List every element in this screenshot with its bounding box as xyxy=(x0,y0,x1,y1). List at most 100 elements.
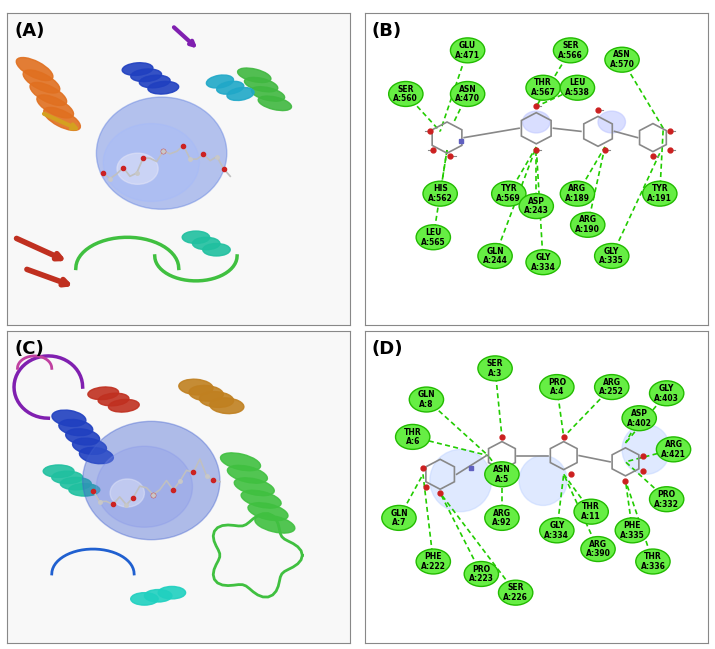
Text: GLU
A:471: GLU A:471 xyxy=(455,41,480,60)
Text: PRO
A:4: PRO A:4 xyxy=(548,378,566,397)
Ellipse shape xyxy=(131,593,158,605)
Ellipse shape xyxy=(83,421,220,540)
FancyArrowPatch shape xyxy=(174,27,194,45)
Ellipse shape xyxy=(656,437,691,462)
Ellipse shape xyxy=(72,438,107,454)
Ellipse shape xyxy=(192,238,220,250)
FancyArrowPatch shape xyxy=(44,114,76,129)
Ellipse shape xyxy=(59,419,93,435)
Ellipse shape xyxy=(158,587,186,599)
Ellipse shape xyxy=(382,506,416,530)
Text: SER
A:566: SER A:566 xyxy=(558,41,583,60)
Ellipse shape xyxy=(409,387,443,412)
Ellipse shape xyxy=(540,518,574,543)
Text: THR
A:336: THR A:336 xyxy=(641,552,666,571)
Ellipse shape xyxy=(220,453,260,471)
Ellipse shape xyxy=(540,374,574,400)
Ellipse shape xyxy=(88,387,119,400)
Text: LEU
A:565: LEU A:565 xyxy=(421,228,445,247)
Ellipse shape xyxy=(60,478,92,490)
Text: PRO
A:332: PRO A:332 xyxy=(654,490,679,509)
Ellipse shape xyxy=(615,518,649,543)
Ellipse shape xyxy=(450,38,485,63)
Text: SER
A:560: SER A:560 xyxy=(393,84,418,103)
Text: THR
A:567: THR A:567 xyxy=(531,79,556,97)
Ellipse shape xyxy=(492,181,526,206)
Ellipse shape xyxy=(553,38,588,63)
Text: GLY
A:403: GLY A:403 xyxy=(654,384,679,402)
Ellipse shape xyxy=(595,243,629,269)
Text: GLN
A:8: GLN A:8 xyxy=(418,390,435,409)
Ellipse shape xyxy=(478,356,512,381)
Text: TYR
A:569: TYR A:569 xyxy=(496,184,521,203)
Ellipse shape xyxy=(526,75,561,100)
Text: ASN
A:5: ASN A:5 xyxy=(493,465,511,484)
Ellipse shape xyxy=(526,250,561,275)
Ellipse shape xyxy=(199,391,234,408)
Text: SER
A:226: SER A:226 xyxy=(503,583,528,602)
Ellipse shape xyxy=(139,75,170,88)
Ellipse shape xyxy=(498,580,533,605)
Ellipse shape xyxy=(423,181,458,206)
Ellipse shape xyxy=(581,537,615,561)
Ellipse shape xyxy=(519,456,567,506)
Ellipse shape xyxy=(203,243,230,256)
Text: ASP
A:243: ASP A:243 xyxy=(524,197,548,215)
Ellipse shape xyxy=(51,471,83,484)
Text: (B): (B) xyxy=(372,22,402,40)
Text: GLN
A:7: GLN A:7 xyxy=(390,509,408,527)
Ellipse shape xyxy=(16,58,53,80)
Text: THR
A:11: THR A:11 xyxy=(581,502,601,521)
Ellipse shape xyxy=(595,374,629,400)
Text: ARG
A:92: ARG A:92 xyxy=(492,509,512,527)
Ellipse shape xyxy=(643,181,677,206)
Ellipse shape xyxy=(622,406,656,431)
Ellipse shape xyxy=(227,88,254,101)
Ellipse shape xyxy=(416,225,450,250)
Ellipse shape xyxy=(248,503,288,520)
Ellipse shape xyxy=(144,589,172,602)
Ellipse shape xyxy=(485,506,519,530)
Ellipse shape xyxy=(148,81,179,94)
Ellipse shape xyxy=(117,153,158,184)
FancyArrowPatch shape xyxy=(16,238,61,259)
Ellipse shape xyxy=(207,75,234,88)
Ellipse shape xyxy=(389,82,423,106)
Ellipse shape xyxy=(416,549,450,574)
Text: GLY
A:334: GLY A:334 xyxy=(531,253,556,271)
Ellipse shape xyxy=(227,465,267,484)
Text: TYR
A:191: TYR A:191 xyxy=(647,184,672,203)
Ellipse shape xyxy=(179,379,213,395)
Text: ARG
A:189: ARG A:189 xyxy=(565,184,590,203)
Ellipse shape xyxy=(636,549,670,574)
Text: (D): (D) xyxy=(372,340,403,358)
Ellipse shape xyxy=(258,96,292,110)
Ellipse shape xyxy=(241,490,281,508)
Ellipse shape xyxy=(79,447,114,464)
Ellipse shape xyxy=(605,47,639,72)
Text: PRO
A:223: PRO A:223 xyxy=(469,565,494,583)
Ellipse shape xyxy=(97,97,227,209)
Text: SER
A:3: SER A:3 xyxy=(487,359,503,378)
Text: (A): (A) xyxy=(14,22,44,40)
Text: (C): (C) xyxy=(14,340,44,358)
Ellipse shape xyxy=(217,81,244,94)
Ellipse shape xyxy=(209,398,244,413)
Ellipse shape xyxy=(43,465,74,478)
Ellipse shape xyxy=(574,499,608,524)
Text: GLN
A:244: GLN A:244 xyxy=(483,247,508,265)
Ellipse shape xyxy=(519,193,553,219)
Ellipse shape xyxy=(131,69,162,82)
Text: GLY
A:335: GLY A:335 xyxy=(599,247,624,265)
Text: ASN
A:470: ASN A:470 xyxy=(455,84,480,103)
Text: PHE
A:222: PHE A:222 xyxy=(421,552,445,571)
Text: ARG
A:421: ARG A:421 xyxy=(661,440,686,459)
Ellipse shape xyxy=(478,243,512,269)
Ellipse shape xyxy=(52,410,86,426)
Ellipse shape xyxy=(69,484,100,496)
Ellipse shape xyxy=(44,107,80,130)
Ellipse shape xyxy=(23,70,60,93)
Ellipse shape xyxy=(523,111,550,133)
Ellipse shape xyxy=(182,231,209,243)
Ellipse shape xyxy=(430,449,492,511)
